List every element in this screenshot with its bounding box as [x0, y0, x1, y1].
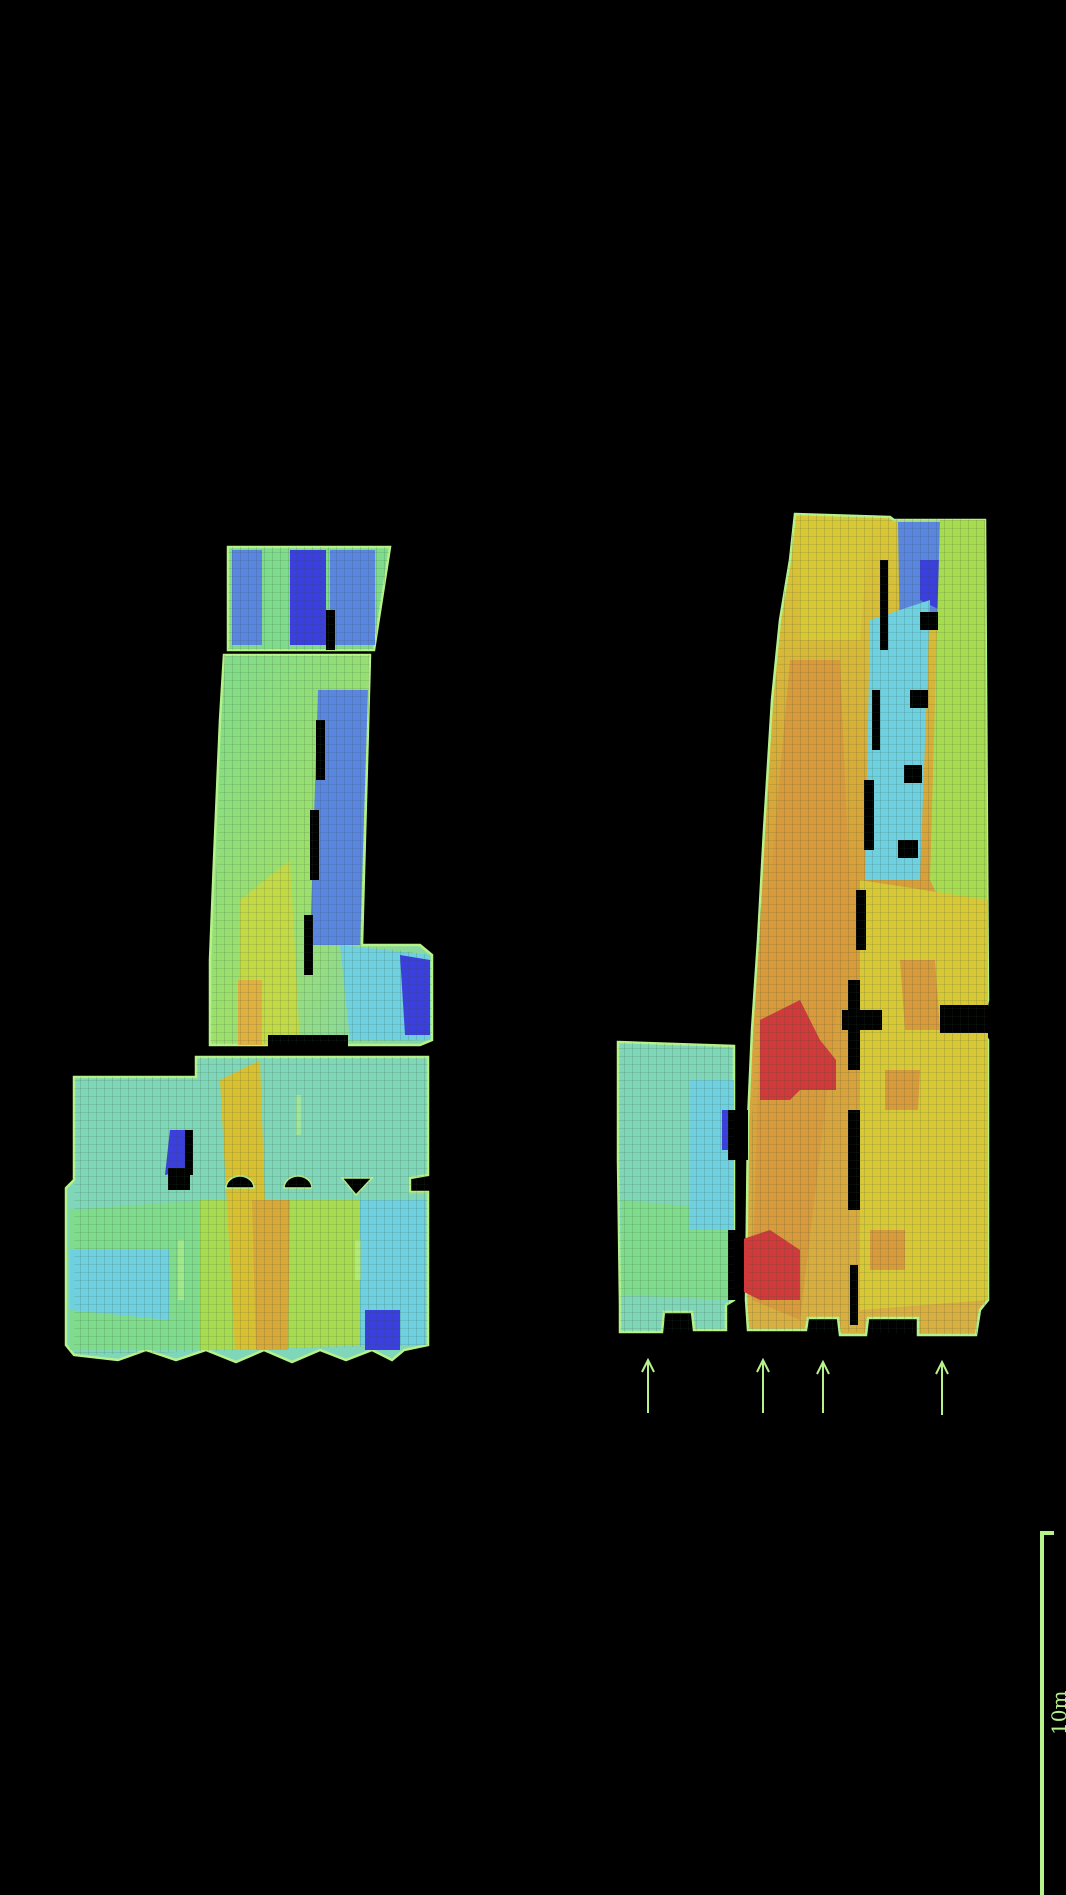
scale-bar-label: 10m [1047, 1691, 1066, 1735]
grid-overlay [74, 547, 432, 1355]
up-arrow-icon [641, 1357, 655, 1413]
plan-left [64, 545, 434, 1364]
up-arrow-icon [935, 1359, 949, 1415]
scale-bar: 10m [1040, 1531, 1066, 1895]
up-arrow-icon [756, 1357, 770, 1413]
grid-overlay [618, 514, 988, 1335]
up-arrow-icon [816, 1359, 830, 1413]
plan-right [616, 512, 990, 1337]
entry-arrows [641, 1357, 949, 1415]
